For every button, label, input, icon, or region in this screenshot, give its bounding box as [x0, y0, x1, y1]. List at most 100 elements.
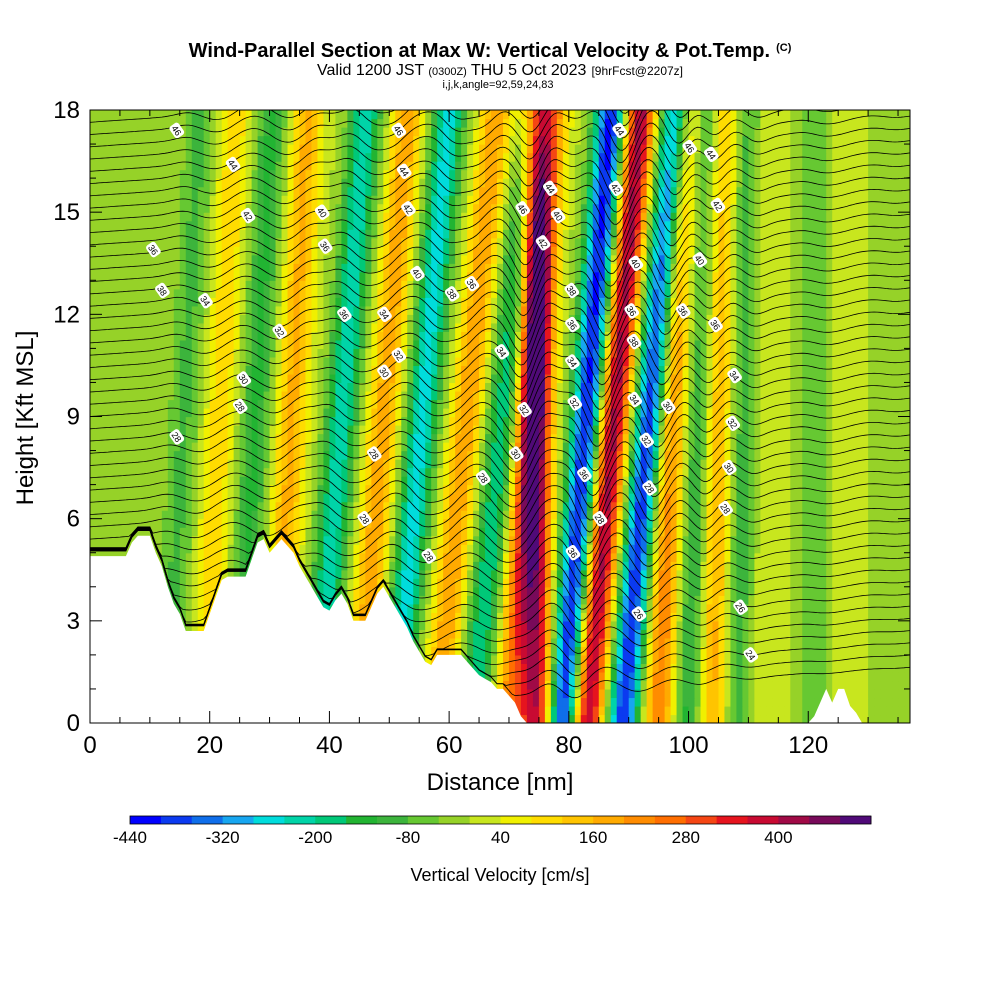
velocity-cell: [688, 425, 696, 435]
velocity-cell: [209, 416, 217, 426]
velocity-cell: [712, 663, 720, 673]
velocity-cell: [826, 493, 833, 503]
velocity-cell: [874, 425, 881, 435]
velocity-cell: [706, 578, 714, 588]
velocity-cell: [736, 629, 744, 639]
velocity-cell: [646, 697, 654, 707]
velocity-cell: [844, 450, 851, 460]
velocity-cell: [658, 510, 666, 520]
velocity-cell: [724, 493, 732, 503]
velocity-cell: [904, 527, 910, 537]
velocity-cell: [634, 705, 642, 716]
velocity-cell: [562, 612, 570, 622]
velocity-cell: [101, 467, 109, 477]
velocity-cell: [395, 578, 402, 588]
velocity-cell: [407, 527, 414, 537]
velocity-cell: [221, 527, 229, 537]
velocity-cell: [95, 518, 103, 528]
velocity-cell: [419, 493, 426, 503]
velocity-cell: [808, 527, 815, 537]
velocity-cell: [724, 714, 732, 723]
velocity-cell: [754, 552, 761, 562]
velocity-cell: [550, 416, 558, 426]
velocity-cell: [814, 433, 821, 443]
velocity-cell: [622, 586, 630, 596]
velocity-cell: [359, 484, 366, 494]
velocity-cell: [497, 476, 504, 486]
velocity-cell: [485, 535, 492, 545]
velocity-cell: [610, 620, 618, 630]
title-text: Wind-Parallel Section at Max W: Vertical…: [189, 40, 770, 62]
velocity-cell: [90, 493, 97, 503]
velocity-cell: [814, 459, 821, 469]
velocity-cell: [580, 442, 588, 452]
velocity-cell: [341, 561, 348, 571]
velocity-cell: [556, 484, 564, 494]
velocity-cell: [215, 527, 223, 537]
velocity-cell: [437, 518, 444, 528]
velocity-cell: [580, 603, 588, 613]
velocity-cell: [778, 527, 785, 537]
velocity-cell: [724, 705, 732, 716]
velocity-cell: [664, 714, 672, 723]
velocity-cell: [718, 637, 726, 647]
velocity-cell: [305, 510, 313, 520]
velocity-cell: [568, 705, 576, 716]
velocity-cell: [730, 646, 738, 656]
velocity-cell: [197, 595, 205, 605]
velocity-cell: [886, 527, 893, 537]
velocity-cell: [586, 586, 594, 596]
velocity-cell: [550, 671, 558, 682]
velocity-cell: [796, 629, 803, 639]
velocity-cell: [760, 450, 767, 460]
velocity-cell: [455, 646, 462, 656]
velocity-cell: [479, 552, 486, 562]
velocity-cell: [556, 442, 564, 452]
velocity-cell: [544, 544, 552, 554]
velocity-cell: [173, 501, 181, 511]
velocity-cell: [856, 663, 863, 673]
velocity-cell: [143, 476, 151, 486]
velocity-cell: [425, 535, 432, 545]
velocity-cell: [892, 476, 899, 486]
velocity-cell: [676, 646, 684, 656]
velocity-cell: [730, 714, 738, 723]
velocity-cell: [592, 705, 600, 716]
velocity-cell: [550, 586, 558, 596]
velocity-cell: [437, 493, 444, 503]
velocity-cell: [269, 493, 277, 503]
velocity-cell: [670, 612, 678, 622]
velocity-cell: [508, 688, 516, 699]
velocity-cell: [532, 416, 540, 426]
velocity-cell: [173, 595, 181, 605]
velocity-cell: [526, 552, 534, 562]
velocity-cell: [508, 680, 516, 690]
velocity-cell: [736, 705, 744, 716]
velocity-cell: [502, 680, 510, 690]
velocity-cell: [808, 688, 815, 699]
velocity-cell: [413, 595, 420, 605]
velocity-cell: [772, 620, 779, 630]
velocity-cell: [299, 425, 307, 435]
velocity-cell: [844, 688, 851, 699]
velocity-cell: [538, 459, 546, 469]
velocity-cell: [826, 459, 833, 469]
velocity-cell: [628, 603, 636, 613]
velocity-cell: [107, 527, 115, 537]
velocity-cell: [874, 646, 881, 656]
velocity-cell: [580, 433, 588, 443]
velocity-cell: [694, 705, 702, 716]
velocity-cell: [209, 586, 217, 596]
velocity-cell: [179, 416, 187, 426]
velocity-cell: [485, 663, 492, 673]
velocity-cell: [676, 544, 684, 554]
velocity-cell: [461, 646, 468, 656]
velocity-cell: [838, 561, 845, 571]
velocity-cell: [119, 450, 127, 460]
velocity-cell: [197, 552, 205, 562]
velocity-cell: [730, 527, 738, 537]
velocity-cell: [766, 561, 773, 571]
velocity-cell: [658, 671, 666, 682]
velocity-cell: [748, 501, 755, 511]
velocity-cell: [640, 416, 648, 426]
